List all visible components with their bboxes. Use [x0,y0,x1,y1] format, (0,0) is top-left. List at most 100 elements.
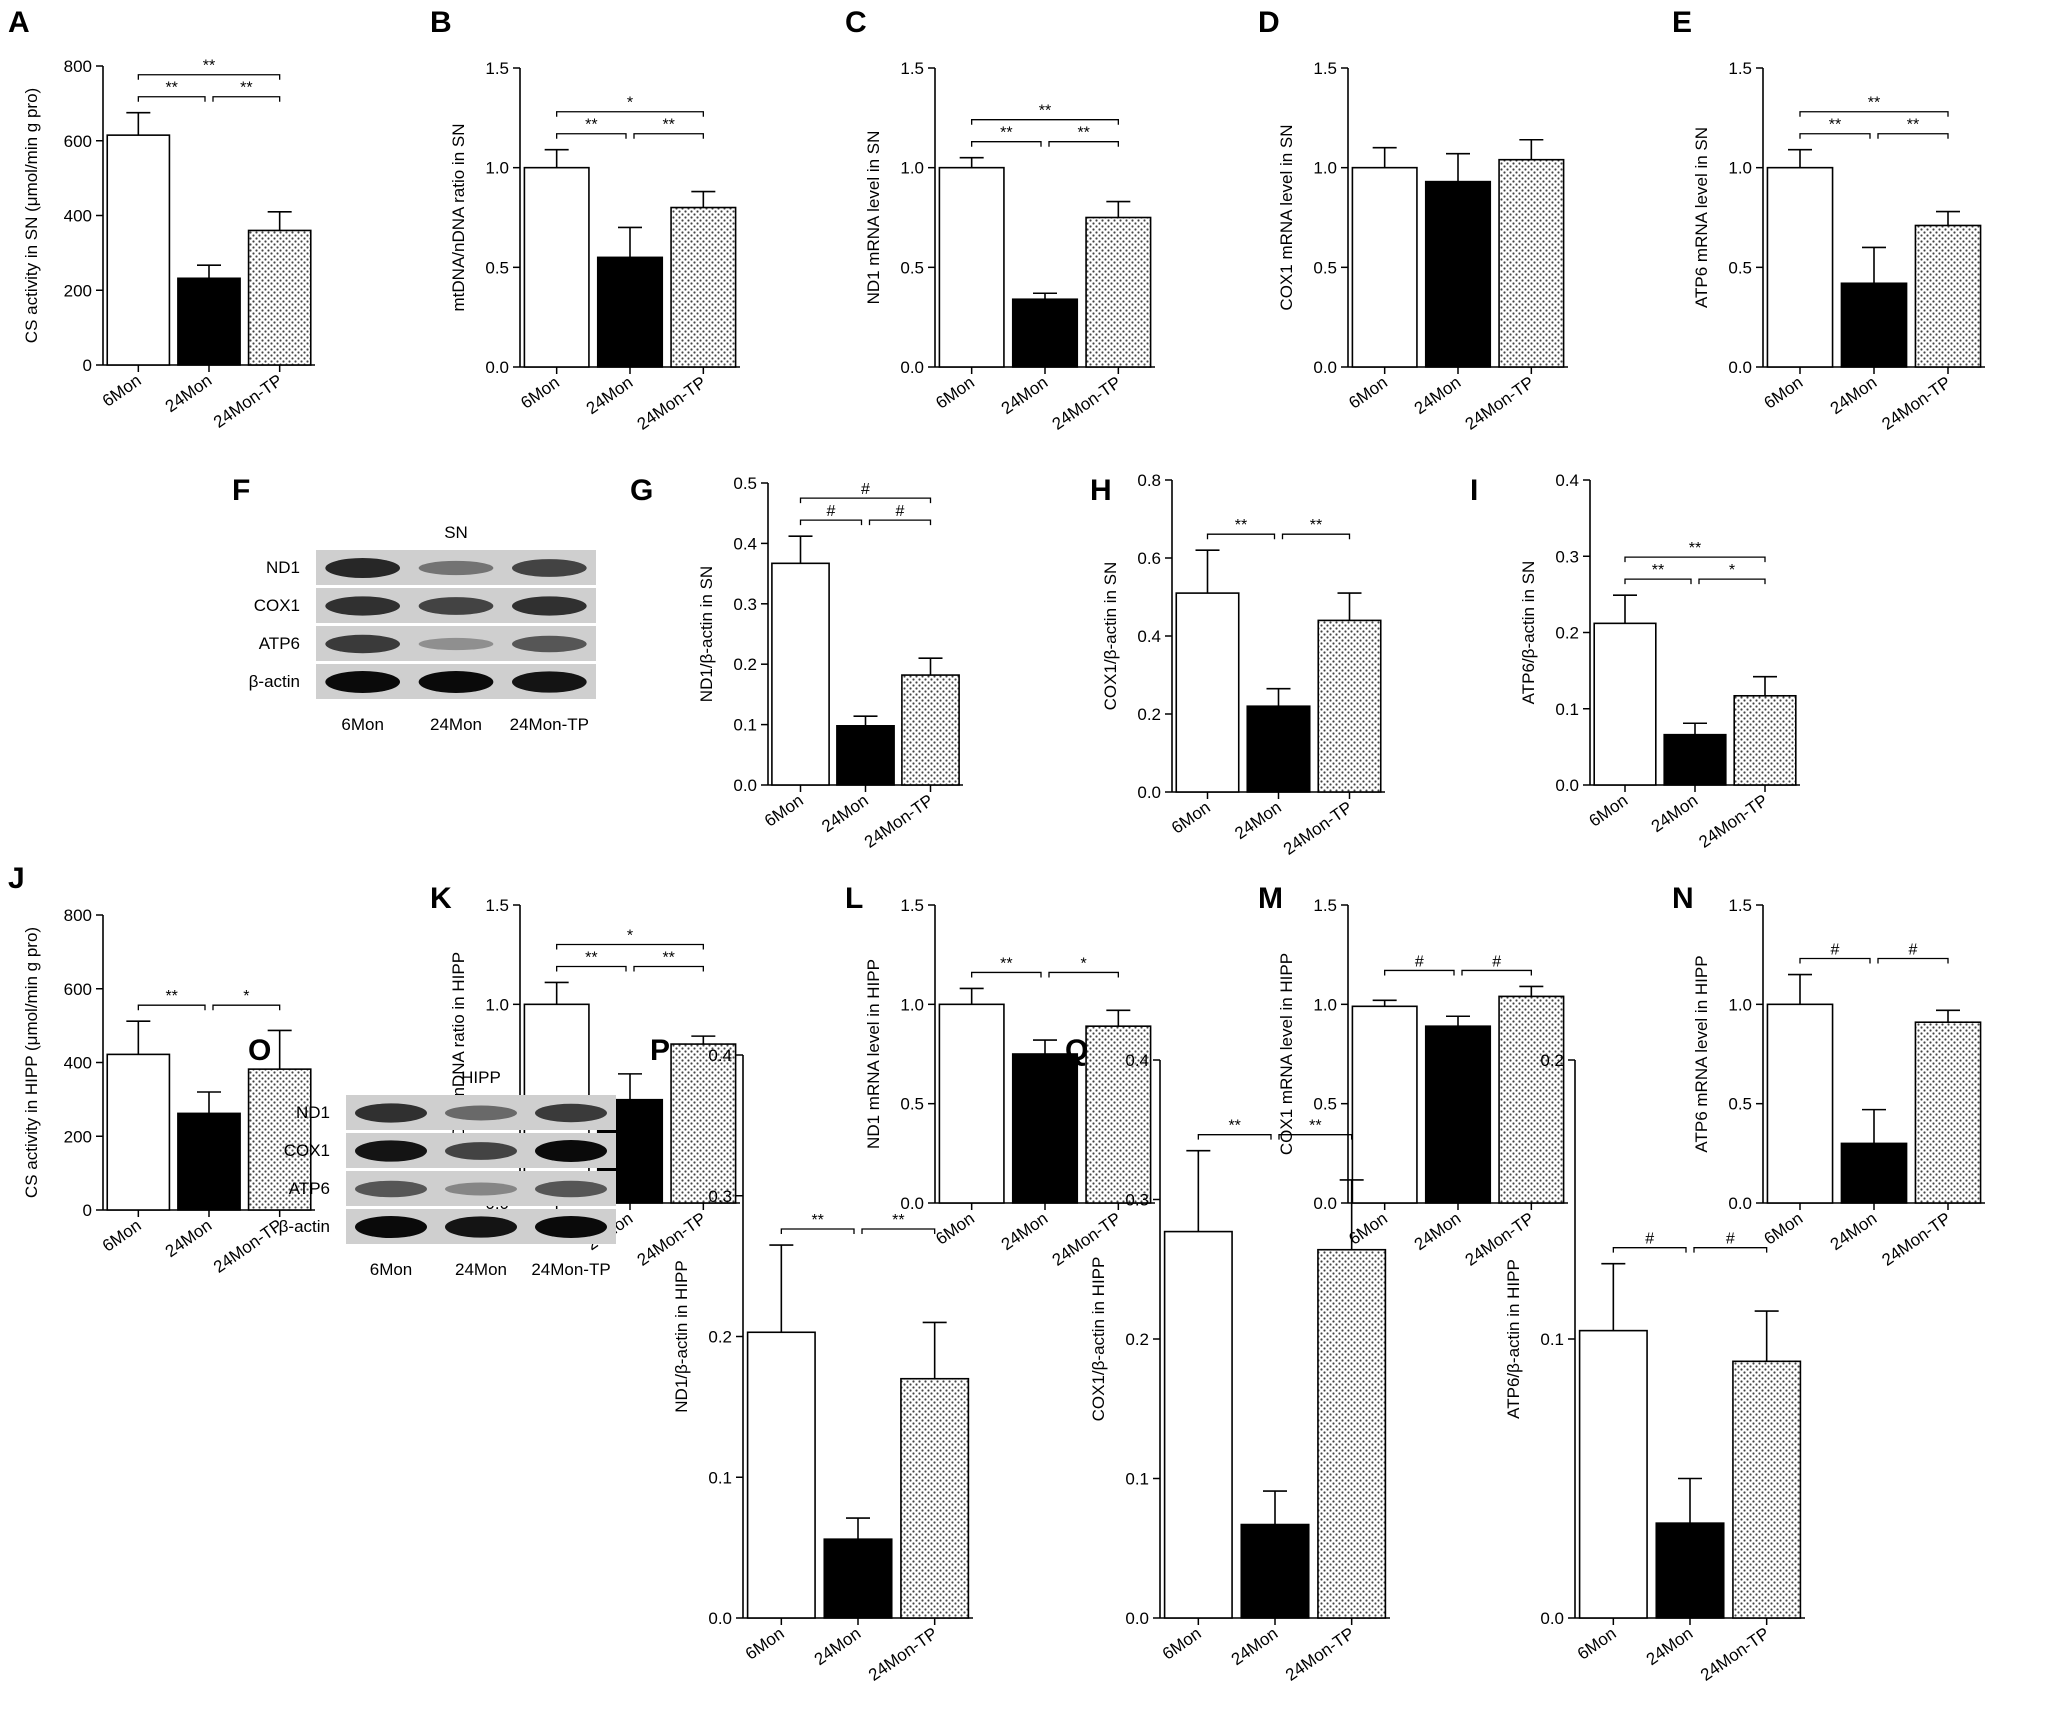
blot-band [511,559,587,577]
y-tick-label: 0.6 [1137,549,1161,568]
significance-bracket [1799,111,1949,117]
x-tick-label: 24Mon-TP [1282,1624,1358,1685]
y-tick-label: 0.2 [1555,624,1579,643]
chart-panel-c: C 0.0 0.5 1.0 1.5 ND1 mRNA level in SN 6Mon 24M… [845,6,1155,434]
significance-bracket [971,971,1042,978]
x-tick-label: 6Mon [517,373,563,413]
y-axis-label: CS activity in SN (μmol/min g pro) [22,88,41,343]
y-tick-label: 400 [64,1054,92,1073]
x-tick-label: 24Mon-TP [1462,373,1538,434]
significance-label: ** [1000,955,1012,972]
x-tick-label: 24Mon-TP [1878,1209,1954,1270]
y-tick-label: 1.5 [900,896,924,915]
significance-bracket [1197,1134,1272,1140]
bar-6mon [771,562,830,786]
y-tick-label: 0.3 [733,595,757,614]
y-tick-label: 1.5 [1313,59,1337,78]
y-tick-label: 0.2 [1125,1330,1149,1349]
blot-row-label: COX1 [284,1141,330,1160]
significance-bracket [971,119,1119,125]
y-axis-label: ATP6/β-actin in SN [1519,561,1538,705]
x-tick-label: 24Mon-TP [1049,373,1125,434]
bar-24mon [1424,1025,1492,1204]
panel-letter: A [8,6,30,39]
x-tick-label: 24Mon-TP [1697,1624,1773,1685]
significance-bracket [212,1004,281,1011]
panel-letter: L [845,882,863,915]
x-tick-label: 24Mon-TP [1878,373,1954,434]
x-tick-label: 24Mon [1411,373,1464,418]
significance-label: * [1081,955,1087,972]
panel-letter: Q [1065,1034,1088,1067]
significance-bracket [780,1228,855,1235]
significance-bracket [1624,578,1692,585]
significance-bracket [799,519,863,526]
y-tick-label: 0.1 [1540,1330,1564,1349]
y-axis-label: ATP6/β-actin in HIPP [1504,1259,1523,1419]
bar-6mon [106,1053,171,1211]
y-tick-label: 0.2 [733,655,757,674]
x-tick-label: 24Mon [1228,1624,1281,1669]
blot-band [445,1216,517,1238]
y-tick-label: 0.0 [900,1194,924,1213]
y-axis-label: COX1 mRNA level in HIPP [1277,953,1296,1155]
blot-band [535,1140,607,1162]
x-tick-label: 6Mon [1159,1624,1205,1664]
significance-label: # [1492,953,1501,970]
chart-panel-e: E 0.0 0.5 1.0 1.5 ATP6 mRNA level in SN 6Mon 24… [1672,6,1985,434]
panel-letter: M [1258,882,1283,915]
significance-label: ** [1235,517,1247,534]
y-tick-label: 1.5 [485,896,509,915]
y-tick-label: 800 [64,906,92,925]
bar-24mon [1240,1523,1310,1619]
bar-6mon [106,134,171,366]
bar-24mon-tp [1085,216,1152,368]
significance-bracket [1612,1247,1687,1253]
significance-bracket [1693,1247,1768,1253]
bar-24mon-tp [670,206,737,368]
significance-label: ** [165,988,177,1005]
y-tick-label: 1.5 [1728,59,1752,78]
significance-bracket [861,1228,936,1235]
blot-band [418,637,494,651]
blot-band [325,634,400,654]
x-tick-label: 24Mon [583,373,636,418]
y-tick-label: 0.0 [1137,783,1161,802]
y-tick-label: 1.0 [1728,159,1752,178]
x-tick-label: 24Mon [998,373,1051,418]
panel-letter: D [1258,6,1280,39]
blot-band [445,1142,517,1160]
y-axis-label: ND1/β-actin in HIPP [672,1260,691,1412]
x-tick-label: 6Mon [1574,1624,1620,1664]
x-tick-label: 24Mon-TP [210,371,286,432]
x-tick-label: 6Mon [99,371,145,411]
chart-panel-i: I 0.0 0.1 0.2 0.3 0.4 ATP6/β-actin in SN 6Mon 24… [1470,471,1800,852]
bar-24mon-tp [900,1377,970,1619]
significance-label: # [827,503,836,520]
y-tick-label: 1.0 [485,159,509,178]
blot-band [355,1216,427,1238]
y-tick-label: 0.5 [900,258,924,277]
blot-lane-label: 24Mon-TP [510,715,589,734]
y-tick-label: 1.0 [1313,995,1337,1014]
blot-band [355,1103,427,1123]
bar-24mon [596,256,664,368]
significance-bracket [633,965,704,972]
bar-6mon [1766,166,1834,368]
significance-bracket [1877,133,1949,139]
x-tick-label: 24Mon [998,1209,1051,1254]
x-tick-label: 24Mon [1643,1624,1696,1669]
blot-title: HIPP [461,1068,501,1087]
significance-bracket [556,943,704,950]
y-tick-label: 600 [64,132,92,151]
x-tick-label: 6Mon [932,1209,978,1249]
y-tick-label: 0.1 [708,1468,732,1487]
bar-24mon [1840,282,1908,368]
y-tick-label: 0.0 [900,358,924,377]
bar-24mon [177,1112,241,1211]
significance-label: # [896,503,905,520]
significance-bracket [212,96,281,102]
x-tick-label: 24Mon-TP [865,1624,941,1685]
x-tick-label: 24Mon-TP [861,791,937,852]
